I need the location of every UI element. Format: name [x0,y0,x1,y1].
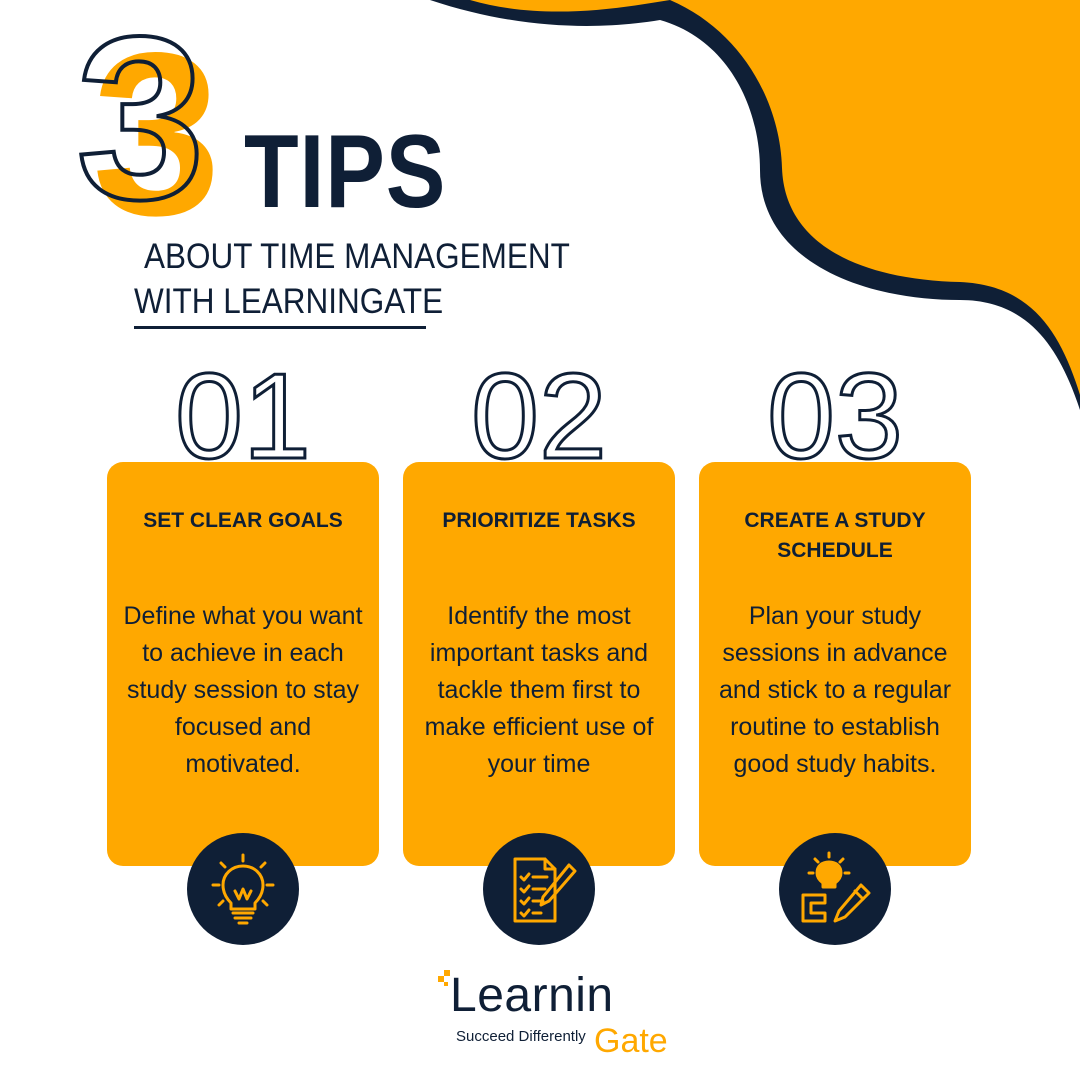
tip-card-1: SET CLEAR GOALS Define what you want to … [107,462,379,866]
tip-card-3: CREATE A STUDY SCHEDULE Plan your study … [699,462,971,866]
lightbulb-icon [187,833,299,945]
svg-text:3: 3 [92,5,221,264]
tip-card-body: Define what you want to achieve in each … [123,602,363,778]
big-number-three: 3 3 [70,0,260,264]
svg-text:02: 02 [471,358,607,468]
tip-number-1: 01 [107,347,379,486]
logo-mark-icon [438,970,450,986]
tip-card-title: CREATE A STUDY SCHEDULE [744,509,926,562]
page-title: TIPS [244,114,447,230]
subtitle-line-2: WITH LEARNINGATE [134,282,444,321]
subtitle-line-1: ABOUT TIME MANAGEMENT [144,237,570,276]
tip-number-2: 02 [403,347,675,486]
logo-tagline: Succeed Differently [456,1028,586,1045]
tip-card-body: Identify the most important tasks and ta… [424,602,654,778]
checklist-pencil-icon [483,833,595,945]
logo-wordmark-accent: Gate [594,1022,668,1060]
learningate-logo: Learnin Succeed Differently Gate [436,970,696,1070]
tip-number-3: 03 [699,347,971,486]
svg-text:3: 3 [76,0,205,248]
title-underline [134,326,426,329]
svg-text:03: 03 [767,358,903,468]
idea-pencil-icon [779,833,891,945]
tip-card-body: Plan your study sessions in advance and … [718,602,952,778]
logo-wordmark: Learnin [450,969,614,1022]
svg-text:01: 01 [175,358,311,468]
tip-card-title: SET CLEAR GOALS [143,509,343,532]
tip-card-title: PRIORITIZE TASKS [442,509,636,532]
tip-card-2: PRIORITIZE TASKS Identify the most impor… [403,462,675,866]
